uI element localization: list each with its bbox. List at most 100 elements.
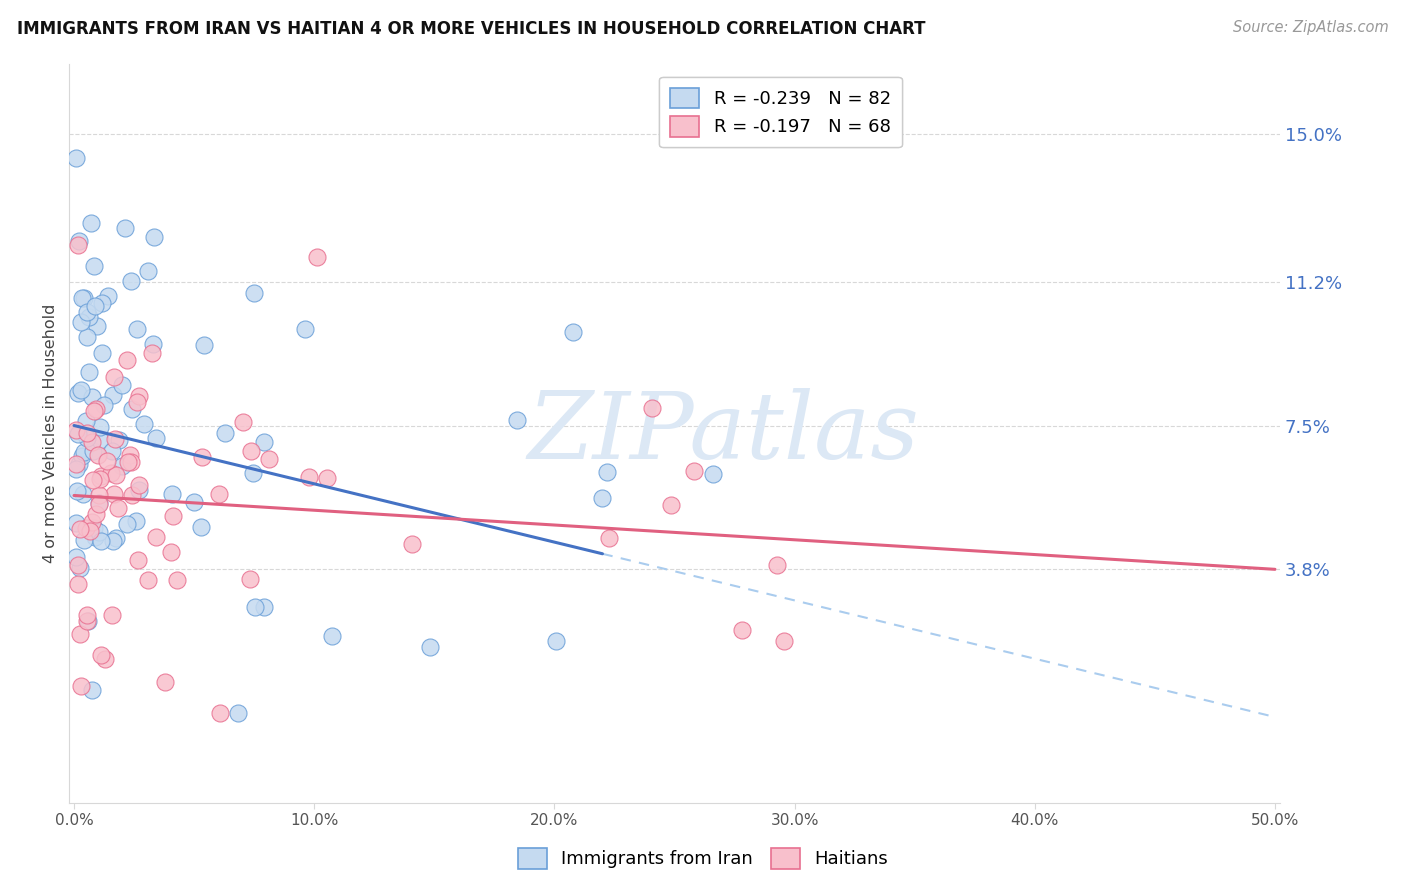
Point (160, 545, 183, 559)
Point (104, 432, 127, 446)
Point (80, 682, 103, 697)
Point (544, 634, 567, 648)
Point (82, 444, 104, 458)
Point (105, 467, 128, 482)
Point (83, 259, 105, 273)
Point (108, 433, 131, 447)
Point (69, 561, 91, 575)
Point (125, 515, 148, 529)
Point (111, 378, 134, 392)
Point (80, 435, 103, 450)
Point (86, 318, 108, 333)
Point (190, 520, 212, 534)
Point (103, 369, 125, 384)
Point (73, 291, 96, 305)
Point (76, 425, 98, 440)
Point (76, 614, 98, 628)
Point (101, 388, 124, 402)
Point (242, 466, 264, 480)
Point (702, 467, 724, 481)
Point (190, 450, 212, 465)
Point (83, 521, 105, 535)
Point (125, 321, 148, 335)
Point (257, 452, 280, 467)
Point (72, 486, 94, 500)
Point (208, 487, 231, 501)
Point (73, 533, 96, 547)
Point (90, 345, 112, 359)
Point (67, 237, 90, 252)
Point (101, 607, 124, 622)
Point (598, 531, 620, 545)
Point (75, 521, 97, 535)
Point (208, 706, 231, 720)
Text: ZIPatlas: ZIPatlas (527, 388, 920, 478)
Point (89, 472, 111, 486)
Point (90, 533, 112, 548)
Point (111, 459, 134, 474)
Point (321, 629, 343, 643)
Point (66, 426, 89, 441)
Point (83, 404, 105, 418)
Point (596, 465, 619, 479)
Point (66, 484, 89, 499)
Point (117, 454, 139, 468)
Point (316, 471, 339, 485)
Point (120, 455, 142, 469)
Point (69, 522, 91, 536)
Point (120, 274, 142, 288)
Point (84, 299, 107, 313)
Point (79, 524, 101, 539)
Point (76, 329, 98, 343)
Y-axis label: 4 or more Vehicles in Household: 4 or more Vehicles in Household (44, 303, 58, 563)
Point (100, 467, 122, 481)
Point (731, 623, 754, 637)
Point (772, 633, 794, 648)
Point (69, 627, 91, 641)
Point (243, 285, 266, 300)
Legend: Immigrants from Iran, Haitians: Immigrants from Iran, Haitians (510, 840, 896, 876)
Point (160, 487, 183, 501)
Point (145, 431, 167, 445)
Point (183, 495, 205, 509)
Point (294, 321, 316, 335)
Point (76, 608, 98, 623)
Point (65, 457, 87, 471)
Point (77, 365, 100, 379)
Point (239, 444, 262, 458)
Point (84, 401, 107, 416)
Point (87, 497, 110, 511)
Point (89, 420, 111, 434)
Point (298, 470, 321, 484)
Point (127, 553, 149, 567)
Point (114, 220, 136, 235)
Point (69, 383, 91, 397)
Point (82, 474, 104, 488)
Point (107, 501, 129, 516)
Point (128, 389, 150, 403)
Point (76, 431, 98, 445)
Point (253, 434, 276, 449)
Point (70, 315, 93, 329)
Text: IMMIGRANTS FROM IRAN VS HAITIAN 4 OR MORE VEHICLES IN HOUSEHOLD CORRELATION CHAR: IMMIGRANTS FROM IRAN VS HAITIAN 4 OR MOR… (17, 20, 925, 37)
Point (245, 600, 267, 615)
Point (67, 235, 90, 249)
Point (80, 390, 103, 404)
Point (87, 525, 110, 540)
Point (90, 648, 112, 663)
Point (143, 230, 166, 244)
Point (65, 461, 87, 475)
Point (121, 402, 143, 417)
Point (66, 385, 89, 400)
Text: Source: ZipAtlas.com: Source: ZipAtlas.com (1233, 20, 1389, 35)
Point (141, 346, 163, 360)
Point (115, 516, 138, 531)
Point (65, 550, 87, 565)
Point (90, 295, 112, 310)
Point (162, 508, 184, 523)
Point (226, 706, 249, 720)
Point (65, 423, 87, 437)
Point (86, 507, 108, 521)
Point (193, 338, 215, 352)
Point (132, 417, 155, 431)
